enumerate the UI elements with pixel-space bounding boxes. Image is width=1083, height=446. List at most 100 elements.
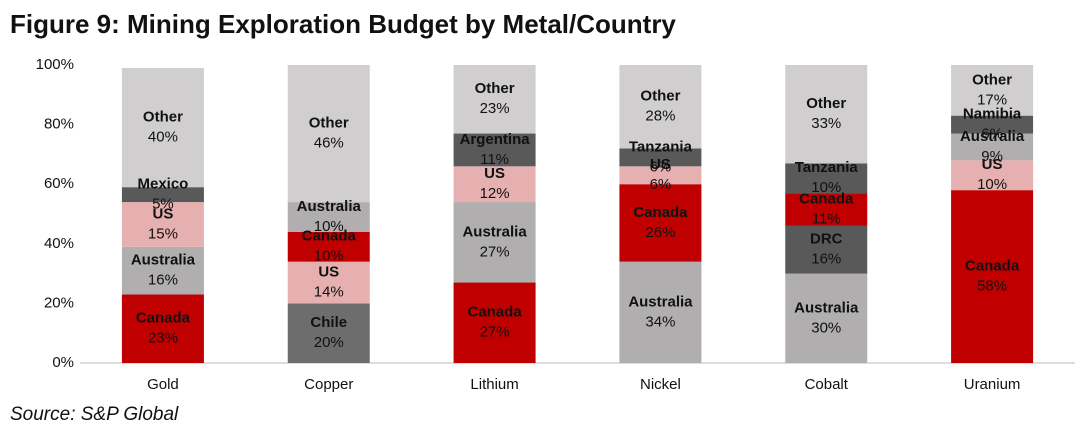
- x-tick-label: Copper: [304, 376, 353, 393]
- segment-value-label: 14%: [314, 284, 344, 301]
- segment-name: Tanzania: [795, 159, 859, 176]
- segment-value-label: 10%: [977, 176, 1007, 193]
- segment-value-label: 6%: [650, 158, 672, 175]
- bar-segment: [951, 133, 1034, 161]
- segment-value-label: 15%: [148, 225, 178, 242]
- bar-segment: [785, 65, 868, 164]
- segment-name: Australia: [131, 252, 196, 269]
- chart-title: Figure 9: Mining Exploration Budget by M…: [10, 9, 676, 39]
- segment-value-label: 10%: [314, 248, 344, 265]
- segment-value-label: 16%: [811, 251, 841, 268]
- segment-name: Other: [972, 71, 1012, 88]
- bar-segment: [785, 163, 868, 194]
- bar-segment: [785, 273, 868, 363]
- segment-value-label: 58%: [977, 278, 1007, 295]
- segment-name: Namibia: [963, 106, 1022, 123]
- segment-value-label: 27%: [480, 243, 510, 260]
- bar-segment: [785, 193, 868, 226]
- bar-segment: [287, 261, 370, 304]
- bar-segment: [453, 133, 536, 167]
- segment-name: Other: [806, 95, 846, 112]
- segment-value-label: 26%: [645, 224, 675, 241]
- bar-segment: [453, 166, 536, 203]
- segment-value-label: 27%: [480, 324, 510, 341]
- bar-segment: [951, 160, 1034, 191]
- segment-name: Canada: [467, 304, 522, 321]
- bar-segment: [453, 282, 536, 363]
- segment-name: DRC: [810, 231, 843, 248]
- segment-name: US: [318, 264, 339, 281]
- y-tick-label: 40%: [44, 235, 74, 252]
- segment-value-label: 30%: [811, 319, 841, 336]
- bar-segment: [121, 187, 204, 203]
- x-tick-label: Cobalt: [805, 376, 849, 393]
- segment-name: Tanzania: [629, 138, 693, 155]
- segment-name: Australia: [462, 223, 527, 240]
- segment-name: Australia: [628, 293, 693, 310]
- segment-name: Other: [143, 109, 183, 126]
- segment-value-label: 11%: [812, 210, 841, 227]
- bar-segment: [785, 225, 868, 274]
- x-tick-label: Uranium: [964, 376, 1021, 393]
- bar-segment: [287, 231, 370, 262]
- segment-value-label: 6%: [650, 176, 672, 193]
- segment-name: US: [152, 205, 173, 222]
- segment-value-label: 33%: [811, 115, 841, 132]
- segment-value-label: 10%: [314, 218, 344, 235]
- segment-name: Canada: [633, 204, 688, 221]
- segment-name: Other: [640, 88, 680, 105]
- segment-value-label: 28%: [645, 108, 675, 125]
- bar-segment: [619, 166, 702, 185]
- segment-value-label: 46%: [314, 135, 344, 152]
- bar-segment: [619, 261, 702, 363]
- segment-name: Canada: [965, 258, 1020, 275]
- bar-segment: [619, 184, 702, 262]
- segment-name: Canada: [136, 310, 191, 327]
- bar-segment: [121, 246, 204, 295]
- segment-value-label: 40%: [148, 129, 178, 146]
- segment-name: Chile: [310, 314, 347, 331]
- segment-name: US: [982, 156, 1003, 173]
- segment-value-label: 16%: [148, 272, 178, 289]
- segment-name: Australia: [794, 299, 859, 316]
- segment-value-label: 9%: [981, 148, 1003, 165]
- y-tick-label: 0%: [52, 354, 74, 371]
- bar-segment: [619, 65, 702, 149]
- bar-segment: [287, 65, 370, 203]
- source: Source: S&P Global: [10, 404, 179, 425]
- x-tick-label: Nickel: [640, 376, 681, 393]
- bar-segment: [121, 202, 204, 247]
- y-tick-label: 100%: [36, 56, 74, 73]
- segment-value-label: 6%: [981, 126, 1003, 143]
- bar-segment: [951, 190, 1034, 363]
- segment-value-label: 12%: [480, 185, 510, 202]
- segment-name: US: [484, 165, 505, 182]
- y-tick-label: 60%: [44, 175, 74, 192]
- segment-value-label: 23%: [148, 330, 178, 347]
- segment-name: Australia: [297, 198, 362, 215]
- segment-value-label: 5%: [152, 196, 174, 213]
- bar-segment: [287, 202, 370, 232]
- y-tick-label: 20%: [44, 294, 74, 311]
- segment-name: Canada: [799, 190, 854, 207]
- segment-name: Other: [309, 115, 349, 132]
- bar-segment: [121, 67, 204, 188]
- segment-name: Other: [475, 80, 515, 97]
- segment-name: Argentina: [460, 131, 531, 148]
- bar-segment: [951, 65, 1034, 116]
- segment-value-label: 17%: [977, 91, 1007, 108]
- bar-segment: [619, 148, 702, 167]
- segment-name: Mexico: [137, 176, 188, 193]
- segment-value-label: 10%: [811, 179, 841, 196]
- segment-value-label: 23%: [480, 100, 510, 117]
- segment-value-label: 11%: [480, 151, 509, 168]
- segment-name: US: [650, 156, 671, 173]
- segment-name: Canada: [302, 228, 357, 245]
- segment-name: Australia: [960, 128, 1025, 145]
- x-tick-label: Gold: [147, 376, 179, 393]
- segment-value-label: 34%: [645, 313, 675, 330]
- y-tick-label: 80%: [44, 116, 74, 133]
- bar-segment: [121, 294, 204, 363]
- bar-segment: [951, 115, 1034, 134]
